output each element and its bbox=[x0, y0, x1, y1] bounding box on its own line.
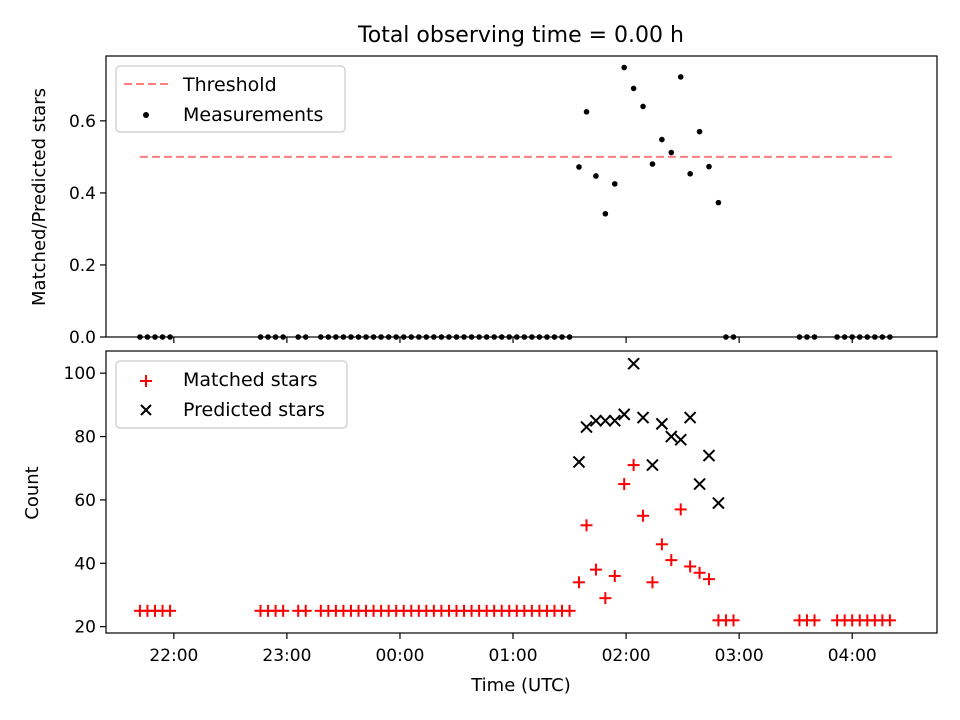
matched-star-point bbox=[727, 614, 740, 627]
predicted-star-point bbox=[665, 430, 678, 443]
top-y-tick-label: 0.2 bbox=[69, 256, 96, 276]
legend-predicted-label: Predicted stars bbox=[183, 399, 325, 421]
x-tick-label: 04:00 bbox=[828, 646, 877, 666]
matched-star-point bbox=[702, 573, 715, 586]
top-y-tick-label: 0.6 bbox=[69, 112, 96, 132]
legend-matched-swatch bbox=[140, 375, 152, 387]
matched-star-point bbox=[277, 604, 290, 617]
legend-threshold-label: Threshold bbox=[182, 74, 277, 96]
matched-star-point bbox=[164, 604, 177, 617]
predicted-star-point bbox=[646, 458, 659, 472]
bottom-y-tick-label: 60 bbox=[74, 491, 96, 511]
predicted-star-point bbox=[702, 449, 716, 462]
matched-star-point bbox=[589, 563, 602, 576]
predicted-star-point bbox=[599, 414, 612, 427]
top-y-tick-label: 0.4 bbox=[69, 184, 96, 204]
matched-star-point bbox=[618, 478, 631, 491]
matched-star-point bbox=[808, 614, 821, 627]
x-tick-label: 01:00 bbox=[489, 646, 538, 666]
measurement-point bbox=[659, 136, 665, 143]
matched-star-point bbox=[580, 519, 593, 532]
predicted-star-point bbox=[608, 414, 621, 427]
predicted-star-point bbox=[674, 433, 687, 446]
matched-star-point bbox=[627, 459, 640, 472]
measurement-point bbox=[640, 103, 646, 110]
legend-matched-label: Matched stars bbox=[183, 369, 317, 391]
chart-title: Total observing time = 0.00 h bbox=[357, 23, 684, 48]
predicted-star-point bbox=[627, 357, 640, 370]
measurement-point bbox=[602, 210, 609, 217]
top-legend: Threshold Measurements bbox=[115, 65, 346, 133]
measurement-point bbox=[621, 64, 627, 71]
bottom-axes-frame bbox=[105, 350, 938, 634]
legend-measurements-label: Measurements bbox=[183, 104, 323, 126]
top-y-ticks: 0.0 0.2 0.4 0.6 bbox=[69, 112, 106, 348]
x-tick-label: 22:00 bbox=[149, 646, 198, 666]
measurement-point bbox=[611, 181, 618, 187]
matched-star-point bbox=[665, 554, 678, 567]
matched-star-point bbox=[599, 592, 612, 605]
bottom-y-tick-label: 20 bbox=[74, 618, 96, 638]
measurement-point bbox=[696, 128, 703, 135]
bottom-legend-box bbox=[115, 360, 348, 429]
matched-star-point bbox=[693, 566, 706, 579]
legend-predicted-swatch bbox=[140, 404, 152, 416]
measurement-point bbox=[706, 163, 712, 170]
predicted-star-point bbox=[572, 455, 586, 469]
matched-star-point bbox=[299, 604, 312, 617]
predicted-star-point bbox=[580, 420, 593, 434]
measurement-point bbox=[576, 164, 582, 170]
bottom-legend: Matched stars Predicted stars bbox=[115, 360, 348, 429]
matched-star-point bbox=[637, 509, 650, 522]
top-legend-box bbox=[115, 65, 346, 133]
bottom-y-tick-label: 100 bbox=[64, 364, 96, 384]
matched-star-point bbox=[684, 560, 697, 573]
predicted-star-point bbox=[617, 408, 631, 421]
measurement-point bbox=[668, 149, 675, 156]
matched-star-point bbox=[655, 538, 668, 551]
bottom-y-tick-label: 40 bbox=[74, 554, 96, 574]
predicted-star-point bbox=[636, 411, 650, 424]
x-ticks: 22:00 23:00 00:00 01:00 02:00 03:00 04:00 bbox=[149, 337, 877, 666]
measurement-point bbox=[583, 109, 590, 115]
bottom-y-tick-label: 80 bbox=[74, 428, 96, 448]
top-y-tick-label: 0.0 bbox=[69, 328, 96, 348]
measurement-point bbox=[630, 85, 637, 92]
x-tick-label: 03:00 bbox=[715, 646, 764, 666]
matched-star-point bbox=[608, 569, 621, 582]
bottom-y-ticks: 20 40 60 80 100 bbox=[64, 364, 106, 638]
measurement-point bbox=[677, 74, 684, 80]
legend-measurements-swatch bbox=[143, 112, 149, 118]
matched-star-point bbox=[674, 503, 687, 516]
predicted-star-point bbox=[655, 417, 669, 431]
top-axes-frame bbox=[105, 55, 938, 338]
measurement-point bbox=[593, 173, 599, 179]
bottom-xlabel: Time (UTC) bbox=[470, 675, 571, 696]
predicted-star-point bbox=[589, 414, 603, 427]
bottom-ylabel: Count bbox=[22, 466, 43, 519]
predicted-star-point bbox=[712, 496, 725, 510]
matched-star-point bbox=[883, 614, 896, 627]
matched-star-point bbox=[646, 576, 659, 589]
predicted-star-point bbox=[683, 411, 697, 424]
bottom-plot-area bbox=[133, 357, 896, 627]
measurement-point bbox=[687, 171, 693, 177]
top-ylabel: Matched/Predicted stars bbox=[29, 88, 50, 306]
x-tick-label: 23:00 bbox=[262, 646, 311, 666]
measurement-point bbox=[649, 161, 656, 167]
matched-star-point bbox=[572, 576, 585, 589]
matched-star-point bbox=[563, 604, 576, 617]
top-plot-area bbox=[137, 64, 894, 340]
x-tick-label: 00:00 bbox=[375, 646, 424, 666]
measurement-point bbox=[715, 199, 722, 206]
predicted-star-point bbox=[693, 477, 706, 491]
x-tick-label: 02:00 bbox=[602, 646, 651, 666]
